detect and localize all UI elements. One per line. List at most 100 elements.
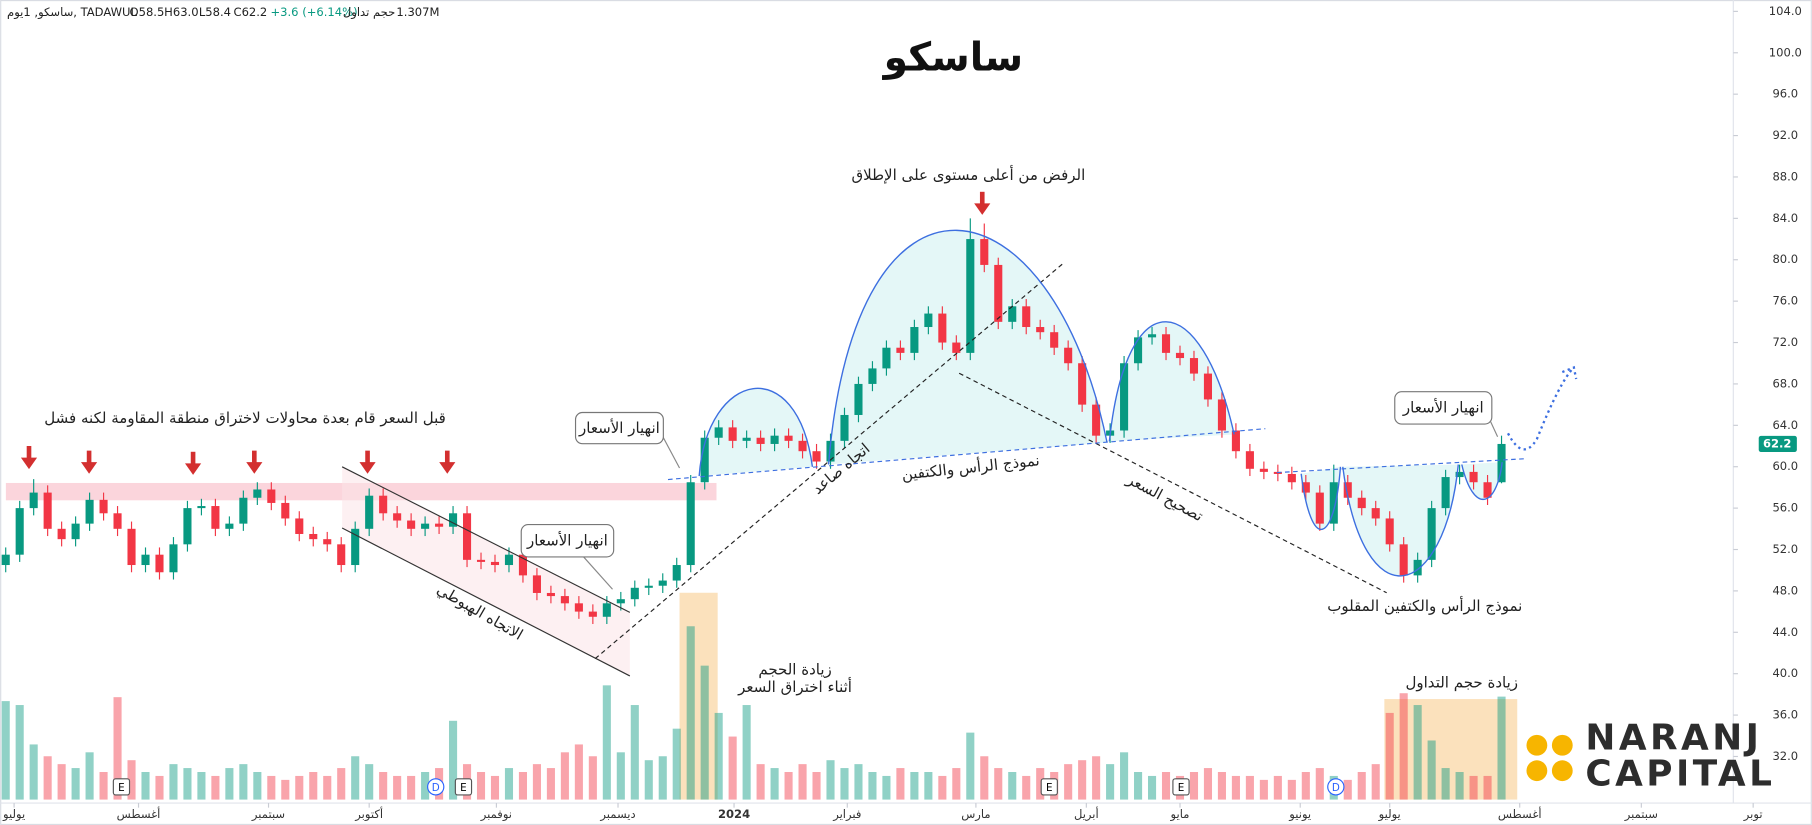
y-tick-label: 44.0: [1772, 625, 1798, 639]
candle-body: [490, 561, 500, 566]
volume-bar: [630, 705, 639, 800]
event-label[interactable]: E: [1178, 782, 1185, 794]
candle-body: [742, 437, 751, 441]
event-label[interactable]: D: [1332, 782, 1340, 794]
candle-body: [197, 506, 206, 509]
event-badge[interactable]: [1327, 778, 1345, 796]
volume-bar: [966, 732, 975, 800]
projection-head: [1561, 365, 1578, 380]
candle-body: [379, 495, 388, 514]
projection: [1506, 366, 1575, 451]
callout-box: [574, 411, 664, 445]
candle-body: [896, 347, 905, 353]
volume-bar: [700, 665, 709, 800]
candle-body: [658, 580, 667, 586]
callout-pointer: [1490, 421, 1499, 438]
volume-bar: [938, 775, 947, 800]
candle-body: [910, 327, 919, 353]
volume-bar: [365, 764, 374, 800]
volume-bar: [602, 685, 611, 800]
volume-bar: [239, 764, 248, 800]
change: +3.6 (+6.14%): [270, 5, 357, 19]
event-badge[interactable]: [427, 778, 445, 796]
volume-highlight: [1384, 699, 1518, 800]
candle-body: [1245, 451, 1254, 469]
volume-bar: [85, 752, 94, 800]
x-tick-label: يونيو: [1288, 807, 1311, 822]
x-tick-label: أغسطس: [1498, 806, 1542, 822]
candle-body: [1022, 306, 1031, 328]
candle-body: [812, 451, 821, 462]
candle-body: [588, 611, 597, 617]
trend-line: [594, 263, 1064, 660]
annotation: نموذج الرأس والكتفين المقلوب: [1327, 596, 1522, 616]
event-label[interactable]: E: [1046, 782, 1053, 794]
volume-bar: [99, 772, 108, 800]
volume-label: حجم تداول: [343, 5, 395, 20]
volume-bar: [882, 775, 891, 800]
y-tick-label: 60.0: [1772, 459, 1798, 473]
volume-bar: [1427, 740, 1436, 800]
candle-body: [295, 518, 304, 534]
volume-bar: [1315, 768, 1324, 800]
volume-bar: [1217, 772, 1226, 800]
y-tick-label: 32.0: [1772, 749, 1798, 763]
candle-body: [29, 492, 38, 509]
event-label[interactable]: E: [118, 782, 125, 794]
candle-body: [574, 603, 583, 612]
candle-body: [1343, 482, 1352, 498]
y-tick-label: 104.0: [1769, 4, 1802, 18]
volume-bar: [686, 626, 695, 800]
candle-body: [714, 427, 723, 438]
event-badge[interactable]: [112, 778, 131, 796]
y-tick-label: 48.0: [1772, 583, 1798, 597]
volume-highlight: [679, 592, 718, 800]
candle-body: [1064, 347, 1073, 364]
volume-bar: [1483, 775, 1492, 800]
event-label[interactable]: D: [432, 782, 440, 794]
candle-body: [1008, 306, 1017, 322]
x-tick-label: توبر: [1743, 807, 1763, 822]
x-tick-label: يوليو: [1378, 807, 1401, 822]
volume-bar: [588, 756, 597, 800]
volume-bar: [1, 701, 10, 800]
candle-body: [71, 523, 80, 540]
candle-body: [532, 575, 541, 593]
x-tick-label: مايو: [1170, 807, 1190, 822]
candle-body: [57, 528, 66, 540]
candle-body: [1231, 430, 1240, 452]
candle-body: [938, 313, 947, 343]
volume-bar: [1092, 756, 1101, 800]
volume-bar: [1455, 772, 1464, 800]
volume-bar: [546, 768, 555, 800]
volume-bar: [169, 764, 178, 800]
volume-bar: [896, 768, 905, 800]
volume-bar: [253, 772, 262, 800]
y-tick-label: 68.0: [1772, 376, 1798, 390]
y-tick-label: 80.0: [1772, 252, 1798, 266]
y-tick-label: 84.0: [1772, 211, 1798, 225]
candle-body: [1441, 477, 1450, 509]
volume-bar: [854, 764, 863, 800]
candle-body: [1357, 497, 1366, 509]
event-badge[interactable]: [1040, 778, 1058, 796]
candle-body: [924, 313, 933, 328]
volume-bar: [560, 752, 569, 800]
volume-bar: [658, 756, 667, 800]
candle-body: [253, 489, 262, 498]
volume-bar: [1273, 775, 1282, 800]
candle-body: [393, 513, 402, 521]
event-label[interactable]: E: [460, 782, 467, 794]
candle-body: [476, 559, 486, 562]
event-badge[interactable]: [454, 778, 473, 796]
volume-bar: [1343, 779, 1352, 800]
pattern-arc: [1300, 462, 1503, 577]
last-price-box: [1758, 435, 1797, 453]
event-badge[interactable]: [1172, 778, 1190, 796]
candle-body: [1329, 482, 1338, 524]
volume-bar: [1106, 764, 1115, 800]
volume-bar: [309, 772, 318, 800]
candle-body: [421, 523, 430, 529]
candle-body: [546, 592, 555, 597]
volume-bar: [1078, 760, 1087, 800]
